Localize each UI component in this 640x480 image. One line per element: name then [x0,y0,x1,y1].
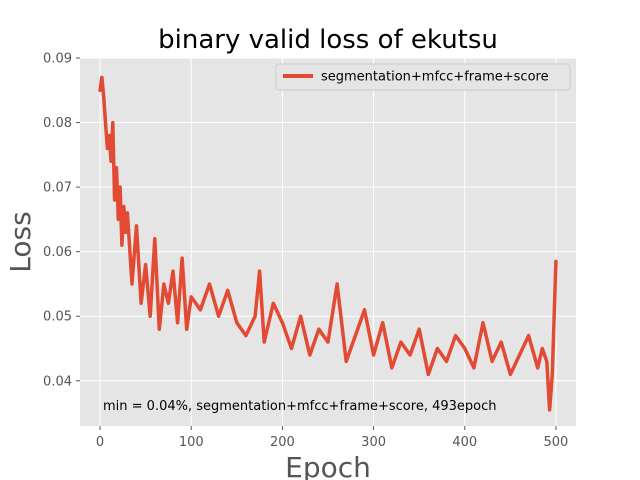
y-tick-label: 0.04 [43,374,72,389]
plot-area [80,58,576,426]
y-tick-label: 0.06 [43,245,72,260]
x-tick-label: 0 [96,435,104,450]
legend: segmentation+mfcc+frame+score [275,63,571,91]
grid-lines [80,57,576,426]
chart-title: binary valid loss of ekutsu [158,25,498,55]
x-tick-label: 500 [544,435,569,450]
min-annotation: min = 0.04%, segmentation+mfcc+frame+sco… [103,399,497,414]
x-tick-label: 100 [179,435,204,450]
y-tick-label: 0.07 [43,181,72,196]
legend-box [275,63,571,91]
y-axis-label: Loss [4,211,37,272]
y-tick-label: 0.09 [43,52,72,67]
series-line [98,75,558,412]
x-tick-label: 300 [361,435,386,450]
axis-ticks: 0 100 200 300 400 500 0.04 0.05 0.06 0.07 0.08 0.09 [43,52,568,451]
series-group [98,75,558,412]
y-tick-label: 0.08 [43,116,72,131]
x-axis-label: Epoch [285,451,371,480]
legend-label: segmentation+mfcc+frame+score [321,70,549,85]
y-tick-label: 0.05 [43,310,72,325]
x-tick-label: 200 [270,435,295,450]
x-tick-label: 400 [452,435,477,450]
